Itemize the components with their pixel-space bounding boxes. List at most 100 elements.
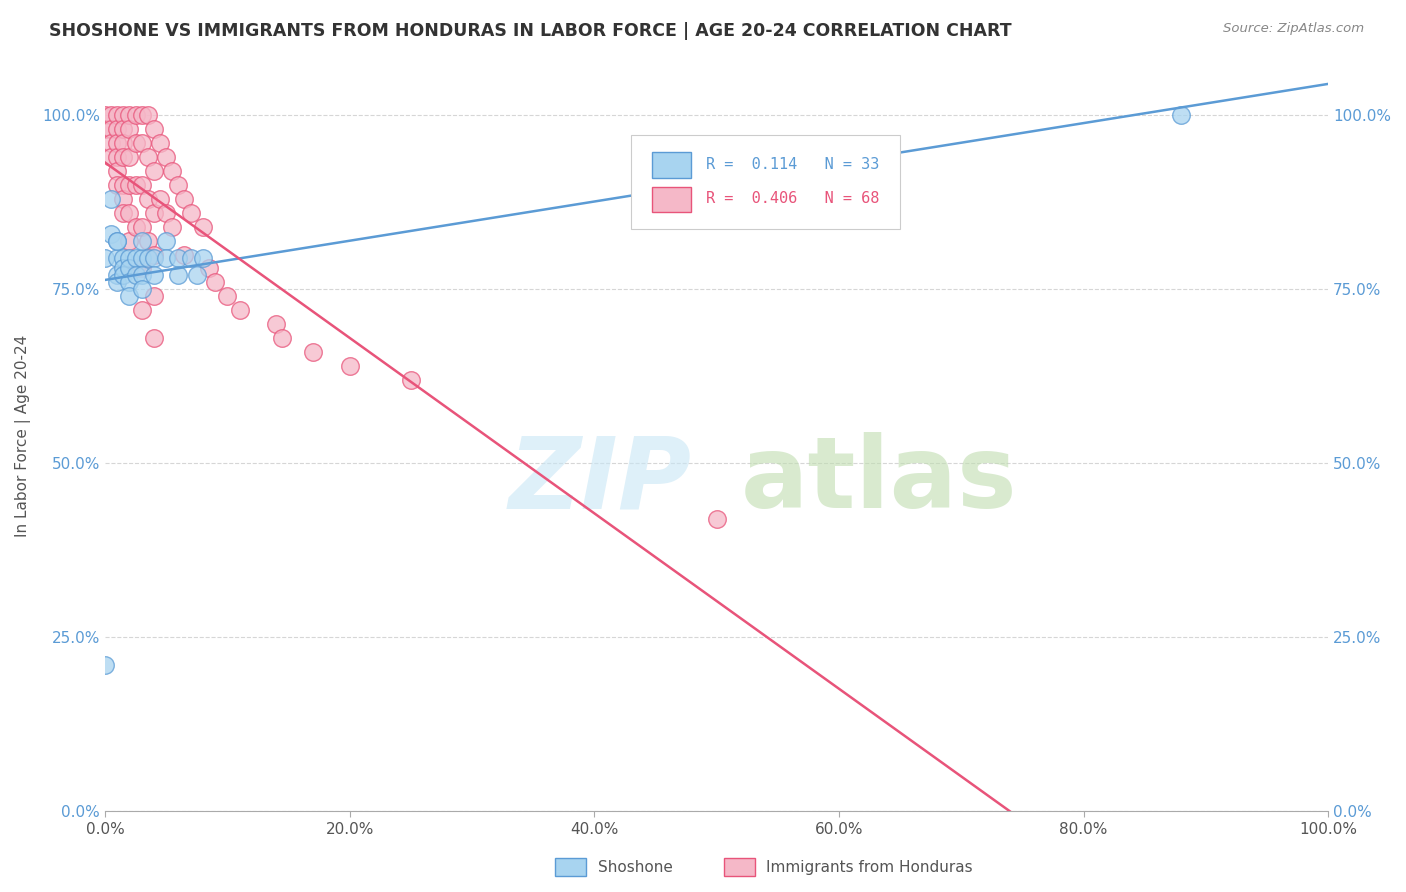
Text: Immigrants from Honduras: Immigrants from Honduras <box>766 861 973 875</box>
Point <box>124 108 146 122</box>
Text: ZIP: ZIP <box>509 432 692 529</box>
Point <box>118 251 141 265</box>
Point <box>105 251 128 265</box>
Y-axis label: In Labor Force | Age 20-24: In Labor Force | Age 20-24 <box>15 334 31 537</box>
Point <box>149 136 172 150</box>
Point <box>191 219 214 234</box>
Point <box>131 108 153 122</box>
Point <box>136 234 159 248</box>
Point <box>149 192 172 206</box>
Point <box>399 373 422 387</box>
Point <box>112 108 135 122</box>
Point <box>112 192 135 206</box>
Point <box>131 282 153 296</box>
Point <box>142 289 165 303</box>
Point <box>124 268 146 283</box>
Point <box>136 108 159 122</box>
Bar <box>652 152 690 178</box>
Point <box>105 234 128 248</box>
Point <box>112 206 135 220</box>
Point <box>118 122 141 136</box>
Point <box>124 261 146 276</box>
Text: SHOSHONE VS IMMIGRANTS FROM HONDURAS IN LABOR FORCE | AGE 20-24 CORRELATION CHAR: SHOSHONE VS IMMIGRANTS FROM HONDURAS IN … <box>49 22 1012 40</box>
Point <box>131 136 153 150</box>
Point <box>118 234 141 248</box>
Point <box>1170 108 1192 122</box>
Point <box>124 219 146 234</box>
Point <box>105 276 128 290</box>
Point <box>105 136 128 150</box>
Point <box>131 178 153 192</box>
Point <box>217 289 239 303</box>
Point <box>142 331 165 345</box>
Point <box>112 122 135 136</box>
Point <box>204 276 226 290</box>
Point <box>118 289 141 303</box>
Point <box>112 136 135 150</box>
Point <box>124 251 146 265</box>
Point <box>228 303 250 318</box>
Point <box>167 178 190 192</box>
Point <box>131 234 153 248</box>
Point <box>118 261 141 276</box>
Point <box>105 178 128 192</box>
Point <box>112 261 135 276</box>
Point <box>105 234 128 248</box>
Point <box>112 150 135 164</box>
Point <box>131 251 153 265</box>
Point <box>105 164 128 178</box>
Point <box>162 164 184 178</box>
Point <box>112 178 135 192</box>
Point <box>100 136 122 150</box>
Point <box>173 192 195 206</box>
Point <box>155 206 177 220</box>
Point <box>105 150 128 164</box>
Point <box>167 251 190 265</box>
Point <box>131 303 153 318</box>
Point <box>124 136 146 150</box>
Point <box>100 108 122 122</box>
Text: atlas: atlas <box>741 432 1018 529</box>
Point <box>131 261 153 276</box>
Point <box>112 268 135 283</box>
Point <box>264 317 287 331</box>
Point <box>118 108 141 122</box>
Point <box>100 122 122 136</box>
Point <box>94 108 117 122</box>
Point <box>94 251 117 265</box>
Point <box>118 261 141 276</box>
Point <box>142 247 165 261</box>
Point <box>100 192 122 206</box>
Point <box>100 227 122 241</box>
Point <box>105 108 128 122</box>
Bar <box>652 186 690 212</box>
Point <box>136 150 159 164</box>
Point <box>180 206 202 220</box>
Text: R =  0.114   N = 33: R = 0.114 N = 33 <box>706 157 879 171</box>
Point <box>105 122 128 136</box>
Point <box>142 122 165 136</box>
Point <box>118 276 141 290</box>
Point <box>155 251 177 265</box>
Point <box>173 247 195 261</box>
Point <box>142 206 165 220</box>
Point <box>302 345 325 359</box>
Point <box>94 122 117 136</box>
Point <box>198 261 221 276</box>
Point <box>118 150 141 164</box>
Point <box>155 150 177 164</box>
Point <box>186 268 208 283</box>
Point <box>142 268 165 283</box>
Point <box>131 268 153 283</box>
FancyBboxPatch shape <box>631 135 900 228</box>
Point <box>180 251 202 265</box>
Point <box>118 206 141 220</box>
Point <box>162 219 184 234</box>
Point <box>124 178 146 192</box>
Point <box>339 359 361 373</box>
Point <box>142 251 165 265</box>
Point <box>112 251 135 265</box>
Point <box>94 658 117 673</box>
Point <box>118 178 141 192</box>
Text: R =  0.406   N = 68: R = 0.406 N = 68 <box>706 191 879 206</box>
